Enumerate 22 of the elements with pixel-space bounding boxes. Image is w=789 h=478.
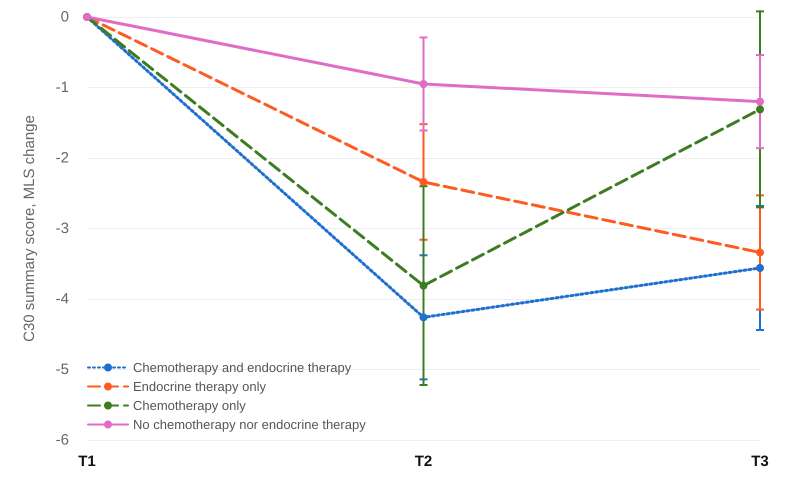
point (756, 105, 764, 114)
x-tick-label: T3 (751, 453, 769, 470)
legend-label: Chemotherapy and endocrine therapy (133, 360, 352, 375)
point (420, 313, 428, 322)
y-tick-label: -4 (56, 290, 69, 308)
legend-label: No chemotherapy nor endocrine therapy (133, 417, 366, 432)
y-tick-label: 0 (60, 8, 69, 26)
point (756, 248, 764, 256)
y-tick-label: -3 (56, 220, 69, 237)
y-axis-title: C30 summary score, MLS change (21, 115, 38, 342)
legend-label: Chemotherapy only (133, 398, 246, 413)
point (420, 282, 428, 290)
point (756, 264, 764, 272)
x-tick-label: T1 (78, 453, 96, 470)
y-tick-label: -6 (56, 432, 69, 448)
x-tick-label: T2 (414, 453, 432, 470)
point (756, 98, 764, 106)
y-tick-label: -2 (56, 150, 69, 166)
y-tick-label: -1 (56, 79, 69, 96)
y-tick-label: -5 (56, 361, 69, 378)
point (420, 80, 428, 88)
legend-label: Endocrine therapy only (133, 379, 266, 394)
